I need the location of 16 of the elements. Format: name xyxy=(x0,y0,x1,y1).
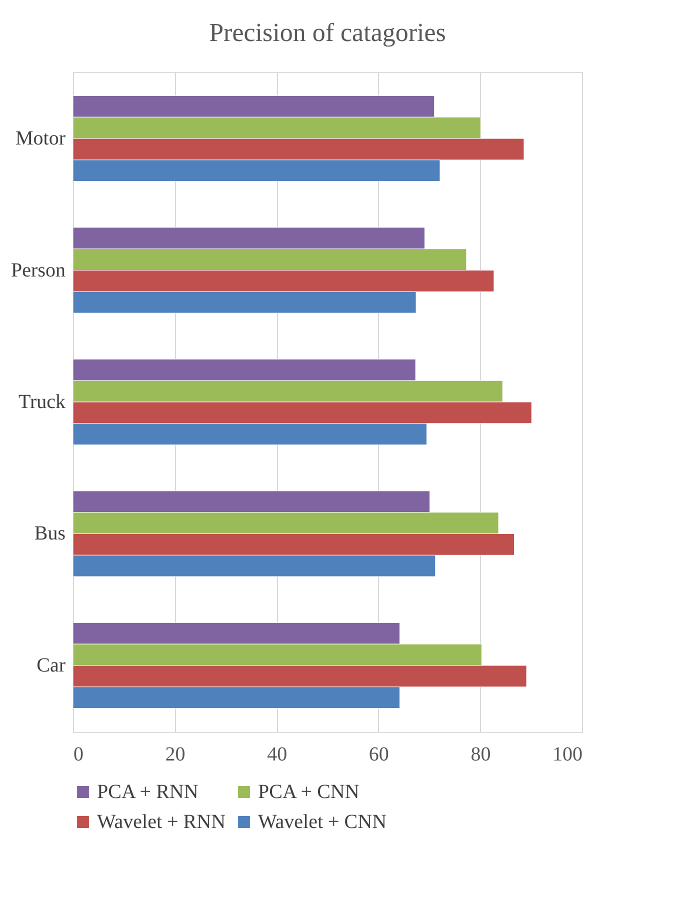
legend-label: Wavelet + RNN xyxy=(97,811,226,833)
y-tick-label: Person xyxy=(11,259,66,282)
legend-label: PCA + CNN xyxy=(258,781,360,803)
y-tick-label: Motor xyxy=(16,128,66,150)
x-tick-label: 0 xyxy=(74,744,84,766)
legend-label: PCA + RNN xyxy=(97,781,198,803)
chart-title: Precision of catagories xyxy=(209,18,446,47)
y-tick-label: Truck xyxy=(18,391,66,413)
x-tick-label: 40 xyxy=(267,744,288,766)
x-tick-label: 100 xyxy=(552,744,582,766)
x-tick-label: 80 xyxy=(470,744,491,766)
x-tick-label: 60 xyxy=(368,744,389,766)
y-tick-label: Car xyxy=(36,654,66,676)
y-tick-label: Bus xyxy=(34,522,66,545)
x-tick-label: 20 xyxy=(165,744,186,766)
legend-label: Wavelet + CNN xyxy=(258,811,387,833)
